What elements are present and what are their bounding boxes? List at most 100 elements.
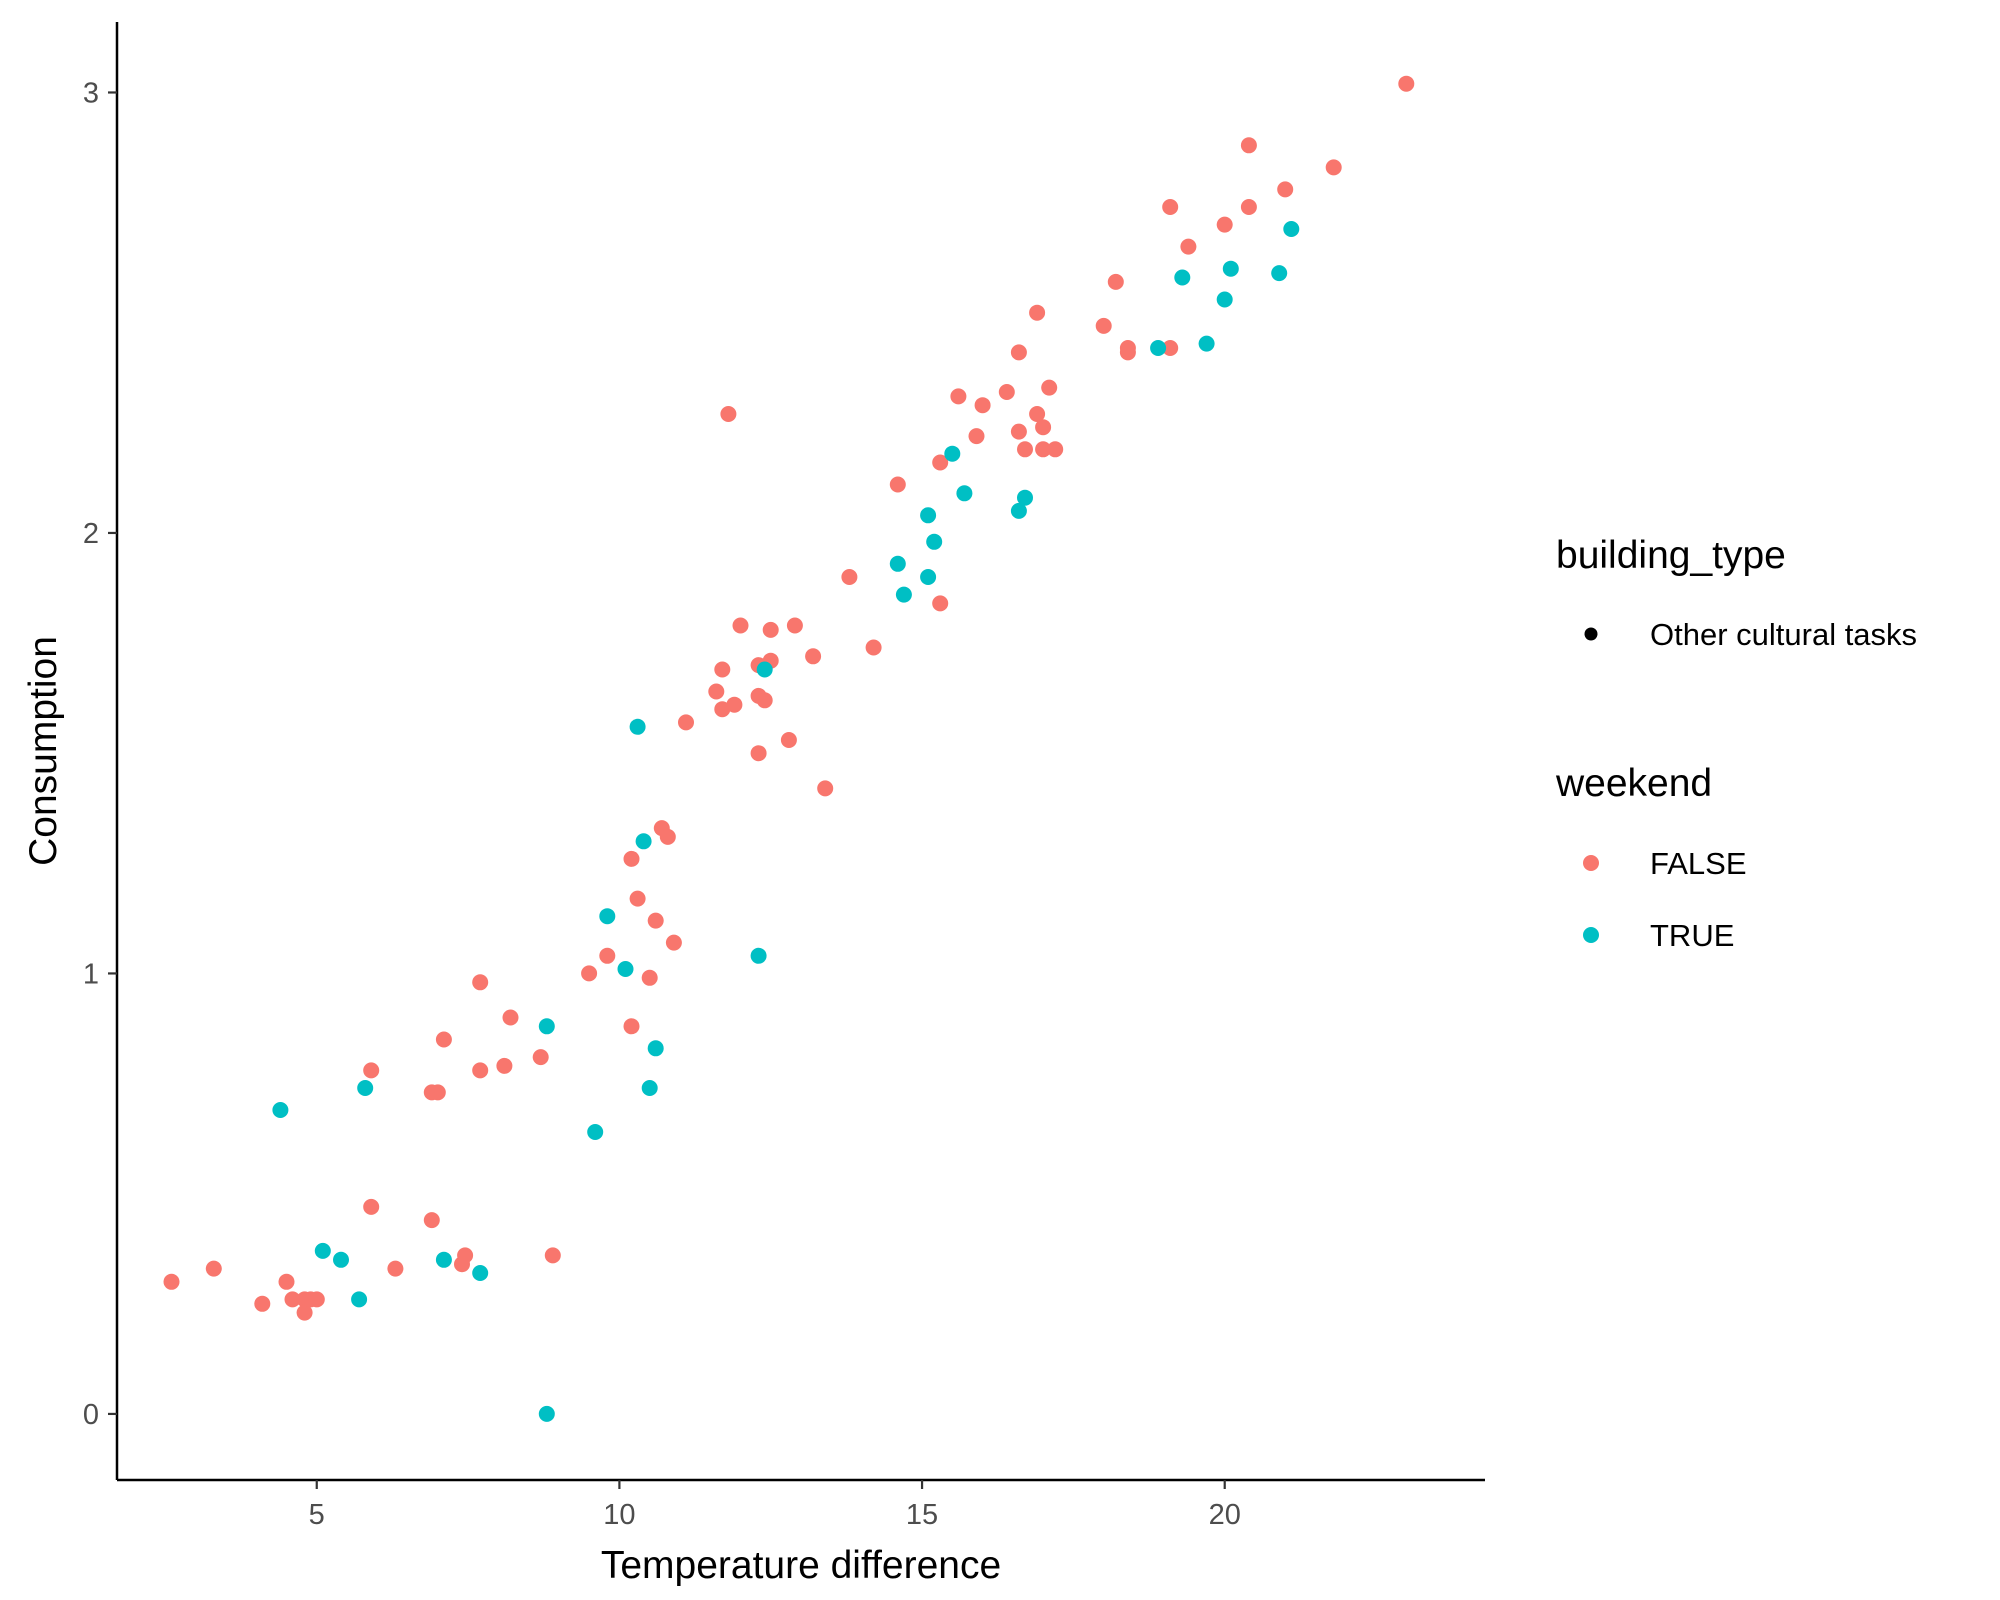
legend-building-type-key xyxy=(1584,627,1598,641)
data-point-true-23 xyxy=(944,445,961,462)
legend-building-type-label: Other cultural tasks xyxy=(1650,617,1917,652)
data-point-false-73 xyxy=(1162,199,1179,215)
data-point-true-7 xyxy=(538,1018,555,1035)
y-tick-label-0: 0 xyxy=(83,1399,99,1431)
data-point-true-28 xyxy=(1174,269,1191,286)
x-tick-label-0: 5 xyxy=(309,1499,325,1531)
data-point-false-50 xyxy=(817,780,834,797)
data-point-false-79 xyxy=(1277,181,1294,198)
data-point-false-33 xyxy=(665,934,682,951)
data-point-true-20 xyxy=(920,569,937,585)
data-point-false-69 xyxy=(1095,317,1112,334)
data-point-false-54 xyxy=(932,454,949,471)
data-point-true-6 xyxy=(472,1265,489,1281)
data-point-false-11 xyxy=(423,1212,440,1229)
data-point-false-13 xyxy=(457,1247,474,1264)
y-tick-label-3: 3 xyxy=(83,77,99,109)
data-point-false-15 xyxy=(363,1062,380,1079)
data-point-true-26 xyxy=(1017,489,1033,506)
data-point-false-1 xyxy=(205,1260,222,1277)
data-point-false-38 xyxy=(720,406,737,422)
data-point-true-12 xyxy=(629,718,646,735)
data-point-true-30 xyxy=(1216,291,1233,308)
data-point-false-25 xyxy=(599,947,616,964)
data-point-false-72 xyxy=(1119,344,1136,361)
data-point-false-65 xyxy=(1035,419,1052,436)
data-point-false-21 xyxy=(496,1057,513,1074)
data-point-false-70 xyxy=(1107,273,1124,290)
data-point-false-10 xyxy=(387,1260,404,1277)
data-point-false-23 xyxy=(532,1049,549,1066)
data-point-false-80 xyxy=(1325,159,1342,176)
data-point-false-41 xyxy=(750,745,767,762)
legend-building-type: building_type Other cultural tasks xyxy=(1556,534,1917,652)
data-point-false-35 xyxy=(708,683,725,700)
data-point-true-10 xyxy=(599,908,616,925)
data-point-false-26 xyxy=(623,1018,640,1035)
data-point-false-32 xyxy=(659,828,676,845)
data-point-true-1 xyxy=(314,1242,331,1259)
data-point-true-16 xyxy=(750,947,767,964)
data-point-false-48 xyxy=(786,617,803,634)
points-layer xyxy=(163,75,1415,1422)
data-point-false-66 xyxy=(1035,441,1052,458)
legend-building-type-title: building_type xyxy=(1556,534,1786,577)
data-point-true-4 xyxy=(357,1080,374,1096)
data-point-false-52 xyxy=(865,639,882,656)
data-point-false-20 xyxy=(472,974,489,991)
data-point-false-78 xyxy=(1240,199,1257,215)
data-point-false-63 xyxy=(1029,406,1046,422)
data-point-true-29 xyxy=(1198,335,1215,352)
data-point-false-6 xyxy=(296,1304,313,1321)
data-point-false-53 xyxy=(889,476,906,493)
legend-weekend-label-false: FALSE xyxy=(1650,846,1747,881)
data-point-false-75 xyxy=(1180,238,1197,255)
data-point-false-37 xyxy=(714,701,731,718)
legend-weekend-label-true: TRUE xyxy=(1650,918,1734,953)
data-point-false-3 xyxy=(278,1273,295,1290)
data-point-false-67 xyxy=(1041,379,1058,396)
data-point-false-58 xyxy=(974,397,991,414)
data-point-false-14 xyxy=(544,1247,561,1264)
data-point-false-57 xyxy=(968,428,985,445)
legend-weekend-key-false xyxy=(1583,855,1599,871)
data-point-true-22 xyxy=(926,533,943,550)
data-point-true-13 xyxy=(635,833,652,850)
data-point-false-17 xyxy=(429,1084,446,1101)
data-point-false-61 xyxy=(1010,344,1027,361)
ticks-layer: 5 10 15 20 0 1 2 3 xyxy=(83,77,1241,1531)
x-tick-label-2: 15 xyxy=(906,1499,938,1531)
data-point-false-76 xyxy=(1216,216,1233,233)
data-point-false-0 xyxy=(163,1273,180,1290)
data-point-false-46 xyxy=(762,621,779,638)
data-point-false-51 xyxy=(841,569,858,585)
y-axis-title: Consumption xyxy=(22,636,65,866)
data-point-true-3 xyxy=(351,1291,368,1308)
data-point-false-19 xyxy=(472,1062,489,1079)
data-point-false-8 xyxy=(308,1291,325,1308)
legend-weekend: weekend FALSE TRUE xyxy=(1555,762,1747,953)
data-point-true-24 xyxy=(956,485,973,502)
data-point-true-18 xyxy=(889,555,906,572)
data-point-true-31 xyxy=(1222,260,1239,277)
data-point-true-17 xyxy=(756,661,773,678)
data-point-false-68 xyxy=(1047,441,1064,458)
data-point-false-30 xyxy=(647,912,664,929)
data-point-false-27 xyxy=(623,850,640,867)
data-point-true-8 xyxy=(538,1405,555,1422)
data-point-false-81 xyxy=(1398,75,1415,92)
data-point-false-34 xyxy=(678,714,694,731)
data-point-true-21 xyxy=(920,507,937,524)
legend-weekend-key-true xyxy=(1583,927,1599,943)
data-point-false-40 xyxy=(732,617,749,634)
data-point-false-55 xyxy=(932,595,949,612)
data-point-false-44 xyxy=(756,692,773,709)
data-point-false-77 xyxy=(1240,137,1257,154)
data-point-false-39 xyxy=(726,696,743,713)
x-tick-label-3: 20 xyxy=(1209,1499,1241,1531)
data-point-false-9 xyxy=(363,1198,380,1215)
data-point-false-36 xyxy=(714,661,731,678)
data-point-true-9 xyxy=(587,1124,604,1140)
data-point-false-18 xyxy=(435,1031,452,1048)
axes-layer xyxy=(115,22,1485,1482)
